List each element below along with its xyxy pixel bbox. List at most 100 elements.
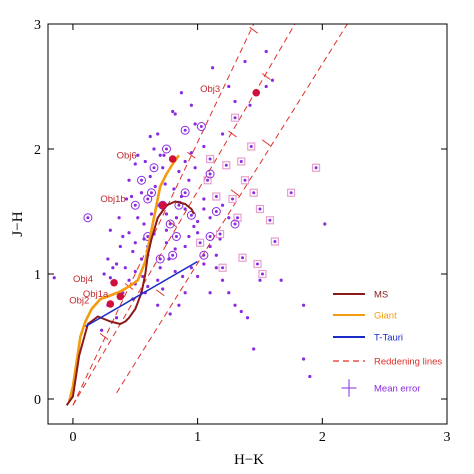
source-point — [171, 109, 175, 114]
source-point — [139, 257, 144, 261]
object-marker — [116, 292, 125, 301]
reddening-tick — [168, 220, 177, 228]
source-point — [264, 49, 268, 54]
square-source-marker — [265, 216, 275, 225]
square-source-point — [206, 178, 210, 182]
object-label: Obj1a — [83, 289, 109, 300]
pentagon-source-marker — [161, 144, 171, 154]
square-source-marker — [218, 263, 227, 272]
source-point — [233, 303, 237, 307]
object-marker — [110, 278, 118, 287]
source-point — [133, 162, 137, 166]
source-point — [220, 203, 225, 207]
square-source-marker — [215, 229, 225, 239]
square-source-point — [208, 157, 212, 161]
square-source-point — [241, 256, 245, 260]
reddening-tick — [187, 151, 196, 159]
reddening-tick — [99, 333, 109, 340]
source-point — [111, 266, 115, 270]
source-point — [189, 266, 193, 270]
pentagon-source-marker — [168, 250, 178, 260]
pentagon-source-marker — [130, 200, 140, 210]
source-point — [193, 122, 197, 126]
pentagon-source-marker — [205, 169, 215, 179]
object-marker — [252, 88, 261, 97]
source-point — [245, 316, 250, 320]
source-point — [117, 216, 121, 220]
source-point — [158, 153, 162, 157]
pentagon-source-point — [140, 178, 144, 182]
square-source-point — [243, 178, 247, 182]
square-source-marker — [287, 188, 296, 197]
source-point — [279, 278, 283, 282]
square-source-point — [260, 272, 264, 276]
pentagon-source-point — [214, 210, 218, 213]
source-point — [208, 291, 212, 295]
object-marker — [158, 201, 167, 210]
square-source-marker — [311, 163, 321, 172]
source-point — [133, 241, 137, 245]
source-point — [127, 278, 131, 282]
source-point — [139, 191, 144, 195]
square-source-point — [239, 160, 243, 163]
source-point — [108, 228, 112, 232]
object-label: Obj3 — [200, 84, 220, 95]
source-point — [220, 132, 225, 136]
source-point — [133, 269, 137, 274]
giant-curve — [67, 154, 180, 402]
pentagon-source-marker — [180, 125, 190, 135]
reddening-tick — [155, 289, 165, 297]
pentagon-source-marker — [211, 207, 221, 216]
pentagon-source-marker — [174, 200, 184, 210]
square-source-point — [224, 163, 228, 167]
source-point — [302, 303, 306, 307]
square-source-point — [252, 191, 256, 195]
source-point — [164, 228, 169, 232]
pentagon-source-point — [183, 191, 187, 195]
source-point — [161, 166, 165, 170]
y-tick-label: 3 — [34, 18, 41, 33]
y-tick-label: 1 — [34, 268, 41, 283]
pentagon-source-marker — [171, 232, 181, 241]
source-point — [187, 234, 191, 239]
pentagon-source-marker — [196, 122, 206, 131]
source-point — [196, 274, 200, 279]
source-point — [183, 291, 187, 295]
source-point — [162, 153, 166, 157]
pentagon-source-marker — [230, 219, 240, 229]
source-point — [164, 241, 169, 245]
square-source-marker — [253, 259, 262, 269]
square-source-marker — [228, 194, 237, 204]
object-label: Obj2 — [69, 295, 89, 306]
source-point — [227, 216, 231, 220]
source-point — [193, 166, 197, 170]
source-point — [202, 207, 206, 211]
pentagon-source-point — [133, 203, 137, 207]
source-point — [214, 253, 218, 257]
pentagon-source-point — [146, 235, 150, 238]
source-point — [146, 284, 150, 289]
source-point — [208, 216, 212, 220]
source-point — [189, 151, 193, 155]
legend-label: Mean error — [374, 384, 420, 395]
source-point — [183, 207, 187, 211]
pentagon-source-marker — [137, 175, 147, 185]
source-point — [252, 347, 256, 351]
source-point — [181, 274, 185, 279]
source-point — [210, 66, 215, 70]
y-axis-label: J−H — [10, 211, 26, 236]
pentagon-source-marker — [205, 232, 215, 241]
pentagon-source-point — [174, 235, 178, 238]
square-source-marker — [205, 154, 215, 164]
source-point — [172, 187, 176, 191]
source-point — [173, 269, 177, 274]
source-point — [108, 276, 112, 280]
source-point — [136, 216, 140, 220]
square-source-marker — [240, 176, 250, 185]
pentagon-source-point — [152, 166, 156, 170]
source-point — [202, 144, 206, 149]
source-point — [196, 219, 200, 224]
source-point — [177, 169, 181, 174]
reddening-line — [72, 24, 296, 406]
